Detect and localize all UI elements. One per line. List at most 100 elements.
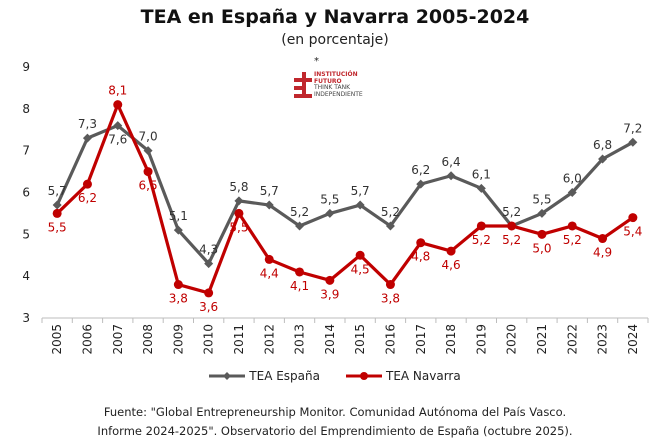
data-label-espana: 5,2 — [290, 205, 309, 219]
x-tick-label: 2005 — [50, 324, 64, 355]
y-tick-label: 8 — [22, 102, 30, 116]
x-tick-label: 2015 — [353, 324, 367, 355]
source-line-1: Fuente: "Global Entrepreneurship Monitor… — [103, 405, 567, 419]
data-point-espana — [537, 208, 547, 218]
data-point-navarra — [567, 221, 577, 231]
logo-line-2: FUTURO — [314, 77, 342, 85]
x-tick-label: 2008 — [141, 324, 155, 355]
data-label-navarra: 8,1 — [108, 84, 127, 98]
data-point-navarra — [264, 254, 274, 264]
data-label-espana: 7,2 — [623, 121, 642, 135]
y-tick-label: 9 — [22, 60, 30, 74]
logo-line-4: INDEPENDIENTE — [314, 90, 363, 98]
data-label-navarra: 3,9 — [320, 287, 339, 301]
data-point-espana — [264, 200, 274, 210]
data-point-navarra — [52, 208, 62, 218]
data-label-espana: 5,5 — [320, 192, 339, 206]
data-label-espana: 4,3 — [199, 243, 218, 257]
data-label-espana: 7,3 — [78, 117, 97, 131]
data-point-espana — [598, 154, 608, 164]
x-tick-label: 2012 — [262, 324, 276, 355]
logo-star: * — [314, 56, 319, 67]
data-point-navarra — [507, 221, 517, 231]
data-point-espana — [113, 121, 123, 131]
data-label-espana: 6,0 — [563, 172, 582, 186]
data-label-navarra: 3,8 — [169, 292, 188, 306]
data-point-navarra — [234, 208, 244, 218]
data-label-navarra: 5,4 — [623, 225, 642, 239]
x-tick-label: 2007 — [111, 324, 125, 355]
data-point-espana — [173, 225, 183, 235]
legend-item-navarra: TEA Navarra — [345, 369, 461, 383]
data-point-navarra — [416, 238, 426, 248]
data-label-navarra: 6,2 — [78, 191, 97, 205]
logo-line-1: INSTITUCIÓN — [314, 71, 358, 78]
data-label-navarra: 5,5 — [229, 220, 248, 234]
x-tick-label: 2011 — [232, 324, 246, 355]
data-point-espana — [52, 200, 62, 210]
data-label-espana: 5,5 — [532, 192, 551, 206]
data-point-espana — [628, 137, 638, 147]
data-label-navarra: 4,1 — [290, 279, 309, 293]
data-label-espana: 5,7 — [260, 184, 279, 198]
x-tick-label: 2021 — [535, 324, 549, 355]
data-point-espana — [476, 183, 486, 193]
x-tick-label: 2022 — [565, 324, 579, 355]
x-tick-label: 2018 — [444, 324, 458, 355]
data-point-espana — [567, 188, 577, 197]
data-label-espana: 5,2 — [381, 205, 400, 219]
institucion-futuro-logo: * INSTITUCIÓN FUTURO THINK TANK INDEPEND… — [294, 56, 384, 104]
data-point-navarra — [295, 267, 305, 277]
x-tick-label: 2014 — [323, 324, 337, 355]
x-tick-label: 2020 — [505, 324, 519, 355]
x-tick-label: 2017 — [414, 324, 428, 355]
data-point-espana — [446, 171, 456, 181]
y-tick-label: 3 — [22, 311, 30, 325]
data-label-navarra: 5,2 — [472, 233, 491, 247]
logo-text: INSTITUCIÓN FUTURO THINK TANK INDEPENDIE… — [314, 71, 363, 98]
chart-legend: TEA España TEA Navarra — [0, 369, 670, 383]
source-note: Fuente: "Global Entrepreneurship Monitor… — [0, 403, 670, 441]
data-label-espana: 5,7 — [351, 184, 370, 198]
y-tick-label: 7 — [22, 144, 30, 158]
source-line-2: Informe 2024-2025". Observatorio del Emp… — [97, 424, 573, 438]
x-tick-label: 2019 — [474, 324, 488, 355]
data-point-navarra — [325, 275, 335, 285]
legend-label-espana: TEA España — [249, 369, 320, 383]
data-point-navarra — [598, 234, 608, 244]
data-point-espana — [385, 221, 395, 231]
data-point-navarra — [113, 100, 123, 110]
data-label-espana: 5,1 — [169, 209, 188, 223]
data-label-navarra: 4,9 — [593, 246, 612, 260]
data-label-espana: 5,7 — [48, 184, 67, 198]
y-tick-label: 4 — [22, 269, 30, 283]
data-point-espana — [143, 146, 153, 156]
data-label-navarra: 4,6 — [442, 258, 461, 272]
data-point-espana — [416, 179, 426, 189]
data-label-espana: 6,4 — [442, 155, 461, 169]
data-point-navarra — [143, 167, 153, 177]
legend-item-espana: TEA España — [209, 369, 320, 383]
legend-label-navarra: TEA Navarra — [385, 369, 461, 383]
data-label-navarra: 4,4 — [260, 266, 279, 280]
data-label-navarra: 5,0 — [532, 241, 551, 255]
data-label-navarra: 6,5 — [139, 179, 158, 193]
x-tick-label: 2009 — [171, 324, 185, 355]
data-label-navarra: 4,8 — [411, 250, 430, 264]
data-point-espana — [355, 200, 365, 210]
data-label-navarra: 5,2 — [563, 233, 582, 247]
chart-subtitle: (en porcentaje) — [281, 32, 389, 48]
data-label-navarra: 5,5 — [48, 220, 67, 234]
data-point-espana — [234, 196, 244, 206]
x-tick-label: 2010 — [202, 324, 216, 355]
y-tick-label: 5 — [22, 227, 30, 241]
x-tick-label: 2023 — [596, 324, 610, 355]
data-label-espana: 7,6 — [108, 133, 127, 147]
data-label-navarra: 3,8 — [381, 292, 400, 306]
data-point-espana — [325, 208, 335, 218]
logo-line-3: THINK TANK — [314, 84, 351, 91]
series-line-navarra — [56, 103, 634, 295]
data-point-navarra — [628, 213, 638, 223]
data-label-espana: 5,2 — [502, 205, 521, 219]
